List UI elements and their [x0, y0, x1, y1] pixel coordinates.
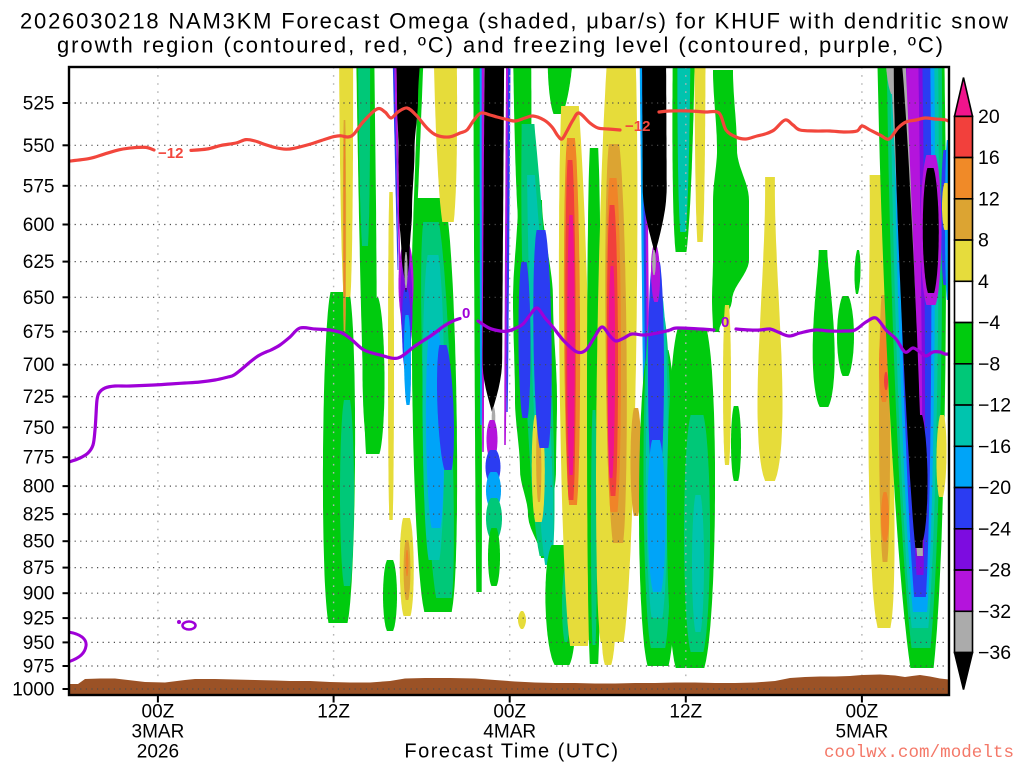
svg-text:20: 20 — [978, 106, 1000, 128]
svg-text:950: 950 — [23, 633, 55, 654]
svg-text:0: 0 — [462, 305, 470, 322]
svg-text:925: 925 — [23, 609, 55, 630]
svg-text:1000: 1000 — [12, 680, 54, 701]
svg-text:−20: −20 — [978, 477, 1011, 499]
svg-text:5MAR: 5MAR — [836, 722, 889, 743]
svg-text:00Z: 00Z — [493, 702, 526, 723]
svg-text:600: 600 — [23, 215, 55, 236]
svg-text:700: 700 — [23, 355, 55, 376]
svg-text:575: 575 — [23, 176, 55, 197]
svg-text:525: 525 — [23, 94, 55, 115]
svg-text:−16: −16 — [978, 436, 1011, 458]
svg-text:625: 625 — [23, 252, 55, 273]
svg-text:−28: −28 — [978, 560, 1011, 582]
svg-text:2026030218 NAM3KM Forecast Ome: 2026030218 NAM3KM Forecast Omega (shaded… — [20, 9, 1008, 34]
svg-text:975: 975 — [23, 657, 55, 678]
svg-text:Forecast Time (UTC): Forecast Time (UTC) — [404, 741, 619, 763]
svg-text:16: 16 — [978, 147, 1000, 169]
svg-text:00Z: 00Z — [142, 702, 175, 723]
svg-text:3MAR: 3MAR — [132, 722, 185, 743]
svg-text:−32: −32 — [978, 601, 1011, 623]
svg-text:550: 550 — [23, 136, 55, 157]
svg-text:12: 12 — [978, 188, 1000, 210]
svg-text:−12: −12 — [978, 395, 1011, 417]
svg-text:12Z: 12Z — [317, 702, 350, 723]
svg-text:−12: −12 — [625, 118, 650, 135]
svg-text:650: 650 — [23, 288, 55, 309]
svg-text:−12: −12 — [158, 145, 183, 162]
svg-text:growth region (contoured, red,: growth region (contoured, red, ºC) and f… — [57, 33, 943, 58]
svg-text:850: 850 — [23, 532, 55, 553]
svg-text:12Z: 12Z — [669, 702, 702, 723]
svg-text:800: 800 — [23, 477, 55, 498]
svg-text:750: 750 — [23, 418, 55, 439]
svg-text:775: 775 — [23, 448, 55, 469]
svg-text:−4: −4 — [978, 312, 1000, 334]
svg-text:4: 4 — [978, 271, 989, 293]
svg-text:4MAR: 4MAR — [483, 722, 536, 743]
svg-text:−24: −24 — [978, 518, 1011, 540]
svg-text:−36: −36 — [978, 642, 1011, 664]
svg-text:coolwx.com/modelts: coolwx.com/modelts — [824, 743, 1014, 763]
svg-text:−8: −8 — [978, 353, 1000, 375]
svg-text:675: 675 — [23, 322, 55, 343]
svg-text:900: 900 — [23, 584, 55, 605]
svg-text:875: 875 — [23, 558, 55, 579]
svg-text:00Z: 00Z — [846, 702, 879, 723]
svg-text:825: 825 — [23, 505, 55, 526]
svg-text:8: 8 — [978, 230, 989, 252]
svg-text:0: 0 — [721, 314, 729, 331]
svg-text:2026: 2026 — [137, 742, 179, 763]
svg-text:725: 725 — [23, 387, 55, 408]
